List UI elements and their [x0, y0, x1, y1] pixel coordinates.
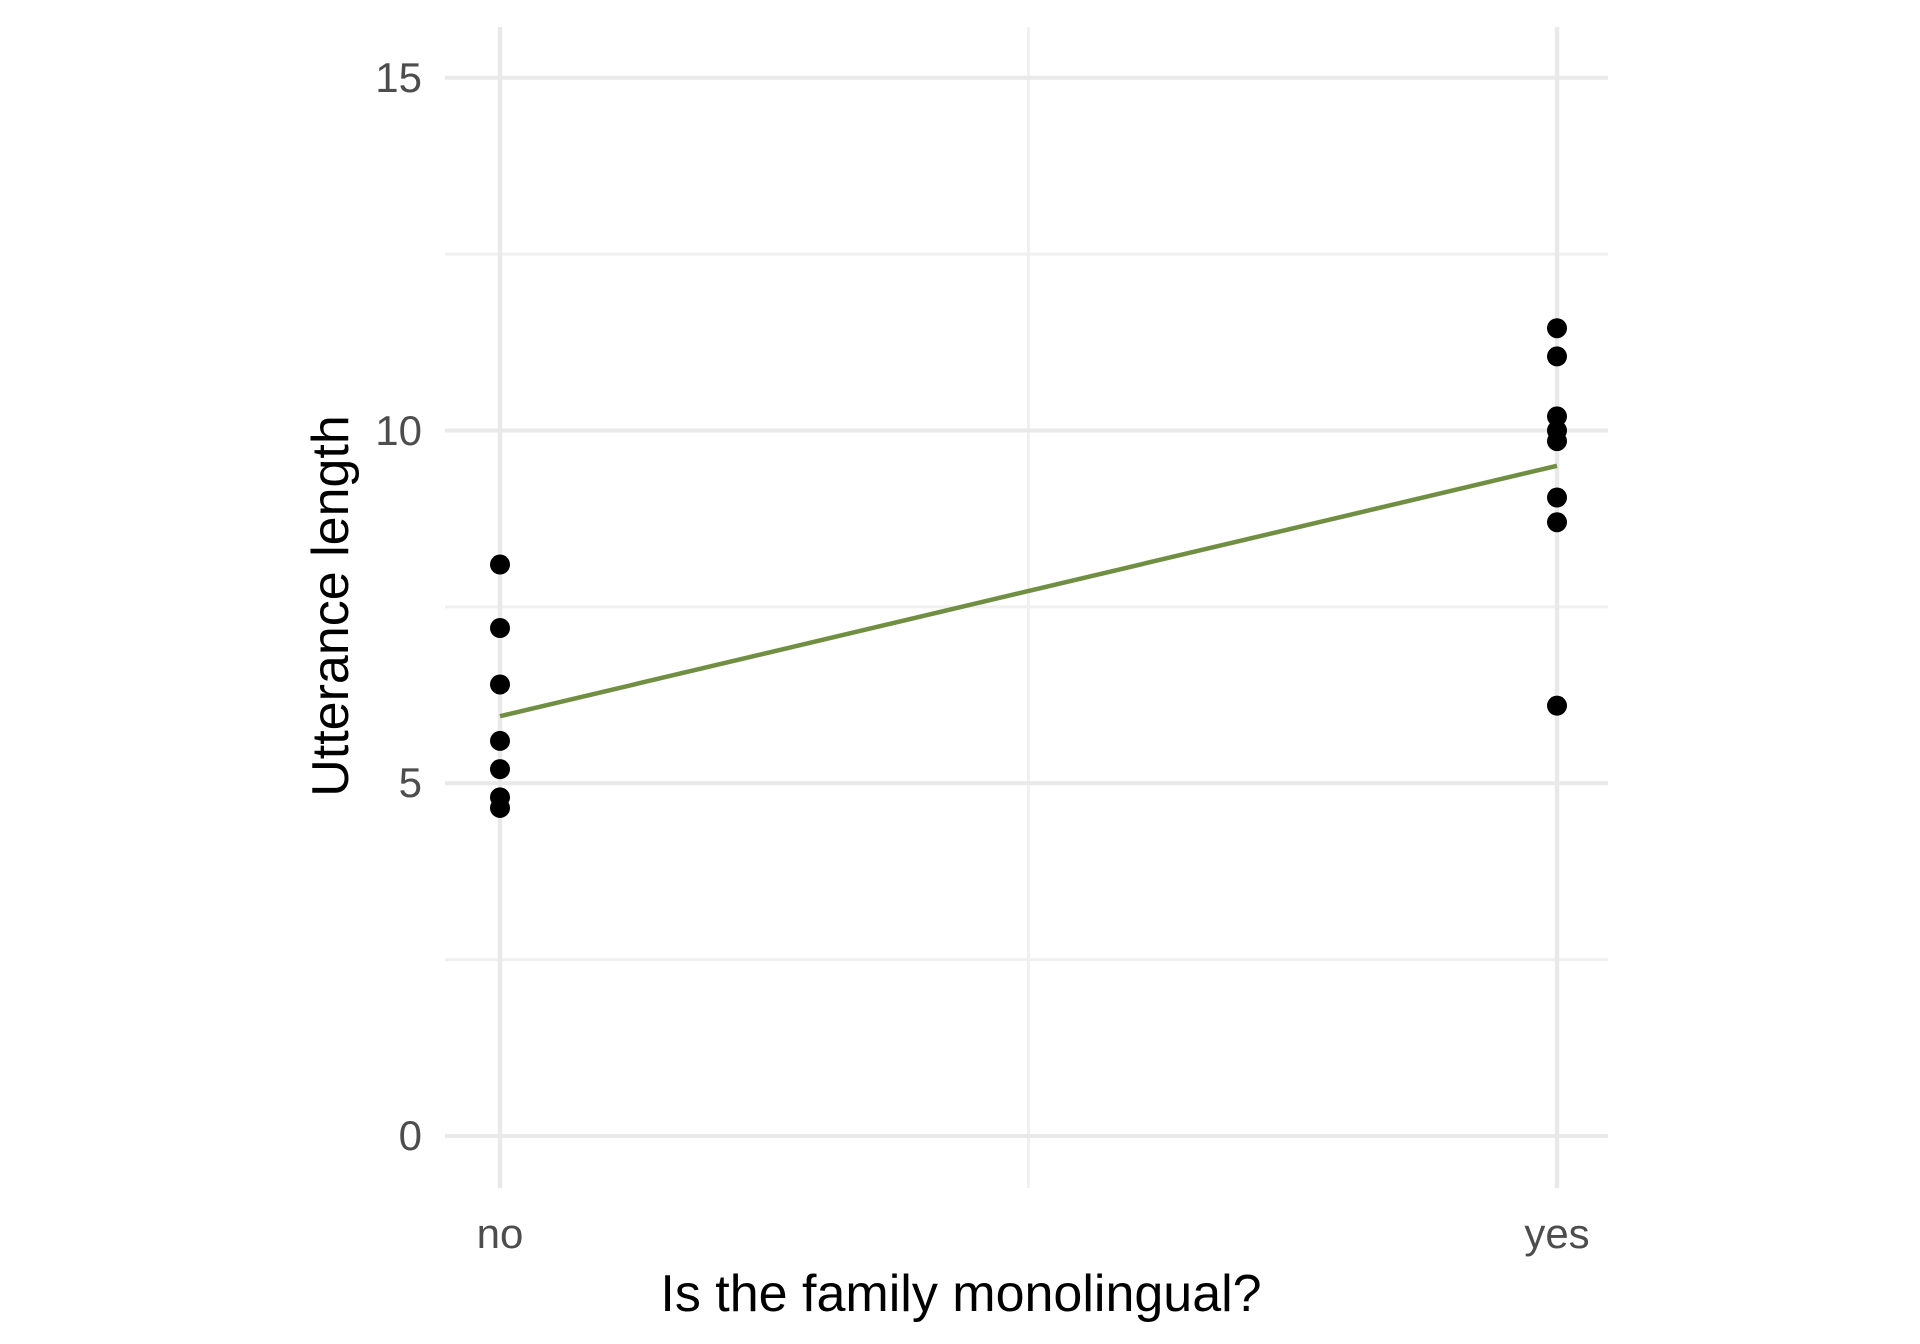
data-point [1547, 512, 1567, 533]
y-axis-title: Utterance length [302, 415, 360, 797]
y-tick-label: 0 [398, 1112, 422, 1159]
x-tick-label: no [476, 1210, 524, 1257]
y-tick-label: 10 [375, 406, 422, 454]
data-point [1547, 695, 1567, 716]
y-tick-label: 5 [398, 759, 422, 807]
data-point [490, 618, 510, 639]
fit-line [499, 463, 1558, 719]
data-point [1547, 431, 1567, 452]
data-point [490, 730, 510, 751]
data-point [1547, 346, 1567, 367]
data-point [490, 554, 510, 575]
data-point [1547, 487, 1567, 508]
x-tick-label: yes [1524, 1210, 1590, 1257]
y-tick-label: 15 [375, 53, 422, 101]
data-point [490, 674, 510, 695]
data-point [490, 797, 510, 818]
data-point [1547, 318, 1567, 339]
data-point [1547, 406, 1567, 427]
x-axis-title: Is the family monolingual? [660, 1265, 1262, 1323]
data-point [490, 759, 510, 780]
